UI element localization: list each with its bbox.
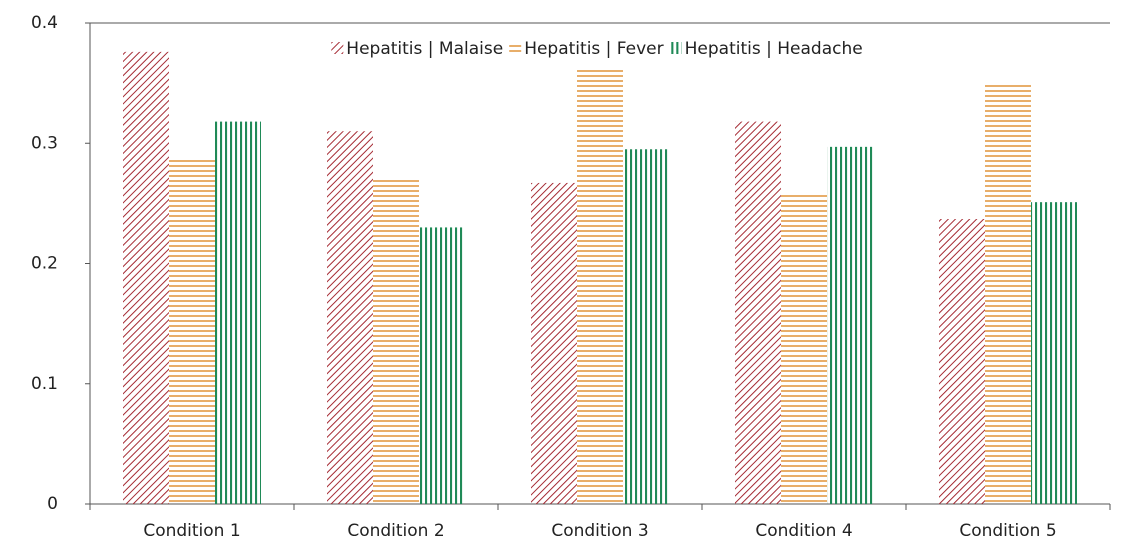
legend-label: Hepatitis | Headache — [685, 39, 863, 59]
legend: Hepatitis | Malaise Hepatitis | Fever Hepa… — [331, 39, 863, 59]
bar — [985, 83, 1031, 504]
bar — [623, 149, 669, 504]
bar — [827, 146, 873, 505]
x-tick-label: Condition 4 — [755, 521, 852, 541]
y-tick-label: 0.1 — [31, 374, 58, 394]
bar — [373, 179, 419, 504]
bar — [531, 182, 577, 504]
bar — [419, 227, 465, 505]
x-tick-label: Condition 5 — [959, 521, 1056, 541]
bar — [939, 219, 985, 504]
y-tick-label: 0.4 — [31, 13, 58, 33]
bar — [735, 121, 781, 504]
legend-swatch — [331, 42, 344, 54]
legend-label: Hepatitis | Malaise — [346, 39, 503, 59]
bar — [169, 158, 215, 504]
bar — [577, 69, 623, 505]
legend-swatch — [669, 42, 682, 54]
x-tick-label: Condition 3 — [551, 521, 648, 541]
bar — [215, 121, 261, 504]
bar — [327, 131, 373, 504]
bar — [1031, 202, 1077, 505]
y-tick-label: 0.3 — [31, 133, 58, 153]
x-tick-label: Condition 1 — [143, 521, 240, 541]
y-tick-label: 0 — [47, 494, 58, 514]
x-tick-label: Condition 2 — [347, 521, 444, 541]
legend-swatch — [509, 42, 522, 54]
bar — [781, 192, 827, 505]
bar — [123, 51, 169, 505]
legend-label: Hepatitis | Fever — [524, 39, 663, 59]
y-tick-label: 0.2 — [31, 254, 58, 274]
